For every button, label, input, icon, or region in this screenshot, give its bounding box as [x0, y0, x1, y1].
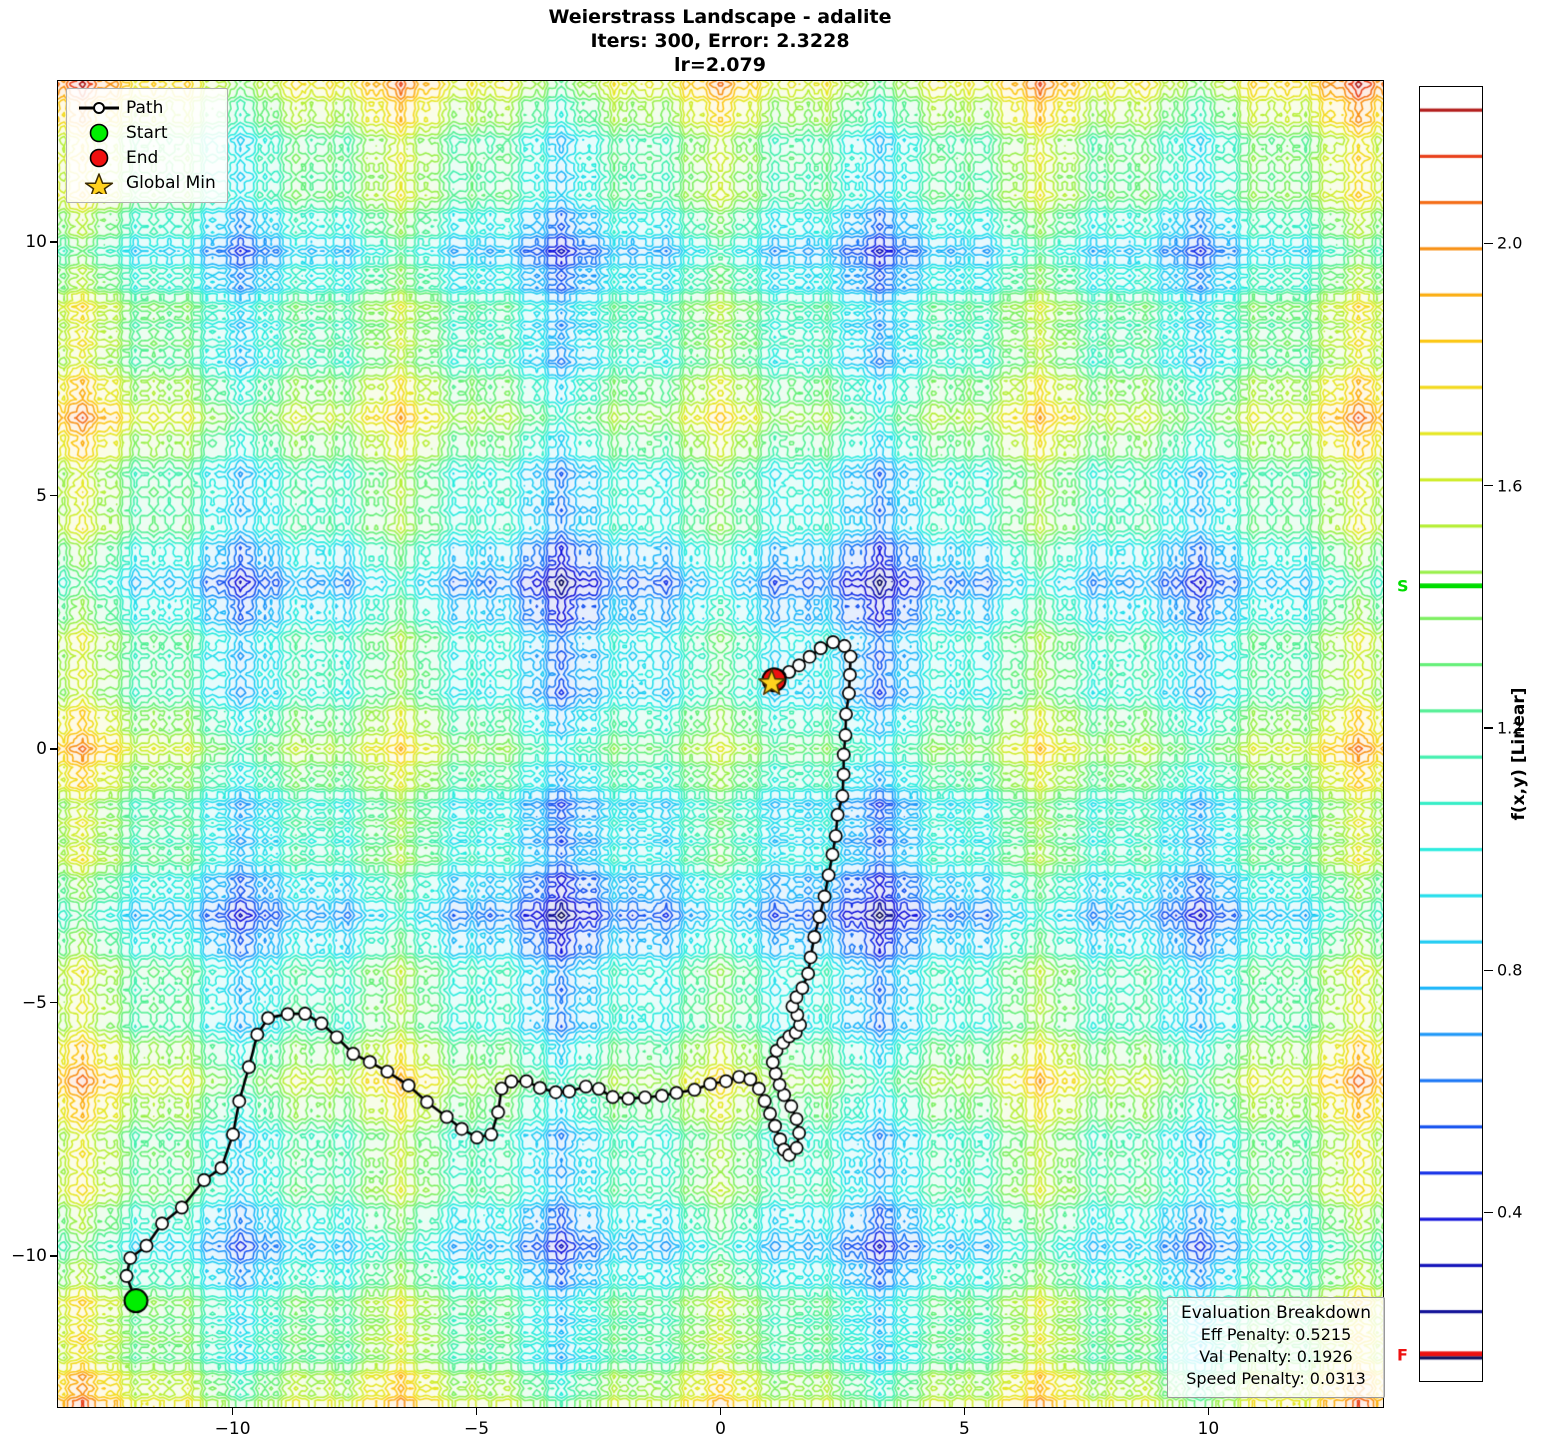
y-tick-label: −10 — [11, 1245, 47, 1266]
legend-label-end: End — [126, 147, 159, 168]
colorbar-levels — [1420, 87, 1482, 1381]
eval-speed-penalty: Speed Penalty: 0.0313 — [1186, 1369, 1366, 1389]
legend-label-path: Path — [126, 97, 164, 118]
colorbar-tickmark — [1484, 1211, 1493, 1214]
y-tick-label: 0 — [36, 739, 47, 760]
colorbar-tickmark — [1484, 242, 1493, 245]
plot-area — [57, 80, 1384, 1408]
eval-eff-penalty: Eff Penalty: 0.5215 — [1200, 1325, 1352, 1344]
x-tickmark — [963, 1408, 966, 1415]
colorbar-tickmark — [1484, 485, 1493, 487]
title-line-2: Iters: 300, Error: 2.3228 — [590, 29, 850, 52]
colorbar-tickmark — [1484, 727, 1493, 729]
x-tick-label: −10 — [214, 1419, 251, 1439]
title-line-1: Weierstrass Landscape - adalite — [548, 6, 892, 28]
x-tick-label: 0 — [715, 1419, 726, 1439]
colorbar-tick-label: 1.6 — [1497, 476, 1523, 496]
evaluation-breakdown-box: Evaluation Breakdown Eff Penalty: 0.5215… — [1167, 1297, 1385, 1399]
y-tick-label: 10 — [25, 232, 47, 253]
red-circle-icon — [76, 148, 122, 168]
x-tick-label: 5 — [959, 1419, 970, 1439]
x-tickmark — [475, 1408, 478, 1415]
optimizer-path-overlay — [58, 81, 1383, 1407]
x-tick-label: 10 — [1197, 1419, 1220, 1439]
legend-label-global-min: Global Min — [126, 172, 216, 193]
legend-item-path: Path — [76, 95, 216, 120]
colorbar-tick-label: 2.0 — [1497, 233, 1523, 253]
y-tick-label: 5 — [36, 485, 47, 506]
x-tickmark — [231, 1408, 234, 1415]
colorbar-marker-f: F — [1397, 1345, 1408, 1365]
y-tickmark — [50, 494, 57, 497]
colorbar-tick-label: 1.2 — [1497, 718, 1523, 738]
colorbar-marker-s: S — [1397, 576, 1409, 596]
evaluation-title: Evaluation Breakdown — [1181, 1303, 1371, 1323]
y-tickmark — [50, 748, 57, 750]
y-tickmark — [50, 241, 57, 243]
colorbar-tick-label: 0.8 — [1497, 960, 1523, 980]
path-line-marker-icon — [76, 100, 122, 116]
legend-item-start: Start — [76, 120, 216, 145]
legend-label-start: Start — [126, 122, 168, 143]
green-circle-icon — [76, 123, 122, 143]
x-tickmark — [719, 1408, 722, 1415]
x-tick-label: −5 — [464, 1419, 490, 1439]
y-tickmark — [50, 1001, 57, 1004]
legend-item-global-min: Global Min — [76, 170, 216, 195]
title-line-3: lr=2.079 — [674, 53, 766, 76]
colorbar-tick-label: 0.4 — [1497, 1202, 1523, 1222]
eval-val-penalty: Val Penalty: 0.1926 — [1199, 1347, 1353, 1367]
legend: Path Start End Global M — [66, 88, 228, 203]
x-tickmark — [1207, 1408, 1210, 1415]
y-tick-label: −5 — [21, 992, 47, 1013]
y-tickmark — [50, 1255, 57, 1257]
colorbar-tickmark — [1484, 969, 1493, 971]
yellow-star-icon — [76, 172, 122, 194]
legend-item-end: End — [76, 145, 216, 170]
colorbar — [1419, 86, 1483, 1382]
figure-title: Weierstrass Landscape - adalite Iters: 3… — [0, 6, 1440, 77]
colorbar-axis-label: f(x,y) [Linear] — [1509, 687, 1529, 821]
